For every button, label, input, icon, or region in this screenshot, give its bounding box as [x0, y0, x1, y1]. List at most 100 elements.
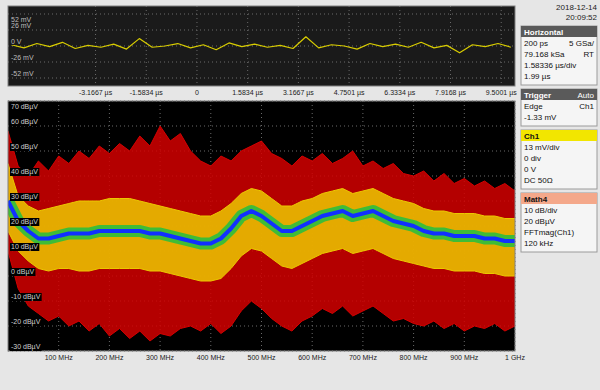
label-patch: [10, 268, 35, 276]
label-patch: [10, 193, 39, 201]
panel-header: [521, 130, 597, 141]
x-tick-label: 500 MHz: [247, 354, 276, 361]
panel-value: 0 V: [524, 165, 537, 174]
panel-value: 0 div: [524, 154, 541, 163]
label-patch: [10, 243, 39, 251]
panel-value: FFTmag(Ch1): [524, 228, 575, 237]
panel-value: 120 kHz: [524, 239, 553, 248]
series-group: [8, 126, 515, 341]
panel-title: Math4: [524, 195, 548, 204]
panel-value: 13 mV/div: [524, 143, 560, 152]
panel-title: Horizontal: [524, 28, 563, 37]
panel-title: Trigger: [524, 91, 551, 100]
grid-line-x: [146, 6, 147, 86]
y-tick-label: 70 dBµV: [11, 103, 38, 111]
grid-line-x: [298, 6, 299, 86]
y-tick-label: 0 dBµV: [11, 268, 34, 276]
envelope-line: [8, 231, 515, 281]
grid-line-y: [8, 78, 515, 79]
y-tick-label: 0 V: [11, 38, 22, 45]
plot-frame: [8, 101, 515, 351]
panel-value: Edge: [524, 102, 543, 111]
panel-title: Ch1: [524, 132, 540, 141]
x-tick-label: 700 MHz: [349, 354, 378, 361]
grid-line-x: [450, 6, 451, 86]
label-patch: [10, 218, 39, 226]
label-patch: [10, 38, 23, 45]
grid-line-x: [399, 6, 400, 86]
mean-glow: [8, 201, 515, 244]
panel-header: [521, 89, 597, 100]
panel-value: 1.99 µs: [524, 72, 550, 81]
grid: [8, 6, 515, 86]
label-patch: [10, 118, 39, 126]
x-tick-label: 7.9168 µs: [435, 89, 466, 97]
panel-value: 1.58336 µs/div: [524, 61, 576, 70]
panel-value: -1.33 mV: [524, 113, 557, 122]
panel-box: [521, 193, 597, 252]
label-patch: [10, 70, 35, 77]
panel-value: 5 GSa/: [569, 39, 595, 48]
panel-box: [521, 130, 597, 189]
envelope-line: [8, 251, 515, 341]
y-tick-label: 26 mV: [11, 22, 32, 29]
x-tick-label: -3.1667 µs: [79, 89, 113, 97]
y-tick-label: 40 dBµV: [11, 168, 38, 176]
label-patch: [10, 143, 39, 151]
x-tick-label: 1.5834 µs: [232, 89, 263, 97]
x-tick-label: 900 MHz: [450, 354, 479, 361]
label-patch: [10, 318, 42, 326]
grid-line-x: [349, 6, 350, 86]
y-tick-label: 20 dBµV: [11, 218, 38, 226]
panel-status: Auto: [578, 91, 595, 100]
x-tick-label: 9.5001 µs: [486, 89, 517, 97]
x-tick-label: 200 MHz: [95, 354, 124, 361]
band: [8, 126, 515, 341]
time: 20:09:52: [566, 13, 598, 22]
label-patch: [10, 168, 39, 176]
y-tick-label: 30 dBµV: [11, 193, 38, 201]
panel-value: 79.168 kSa: [524, 50, 565, 59]
x-tick-label: 400 MHz: [197, 354, 226, 361]
date: 2018-12-14: [556, 3, 597, 12]
label-patch: [10, 103, 39, 111]
panel-value: 20 dBµV: [524, 217, 556, 226]
panel-value: RT: [583, 50, 594, 59]
envelope-line: [8, 126, 515, 191]
x-tick-label: 1 GHz: [505, 354, 525, 361]
x-tick-label: 4.7501 µs: [334, 89, 365, 97]
y-tick-label: 50 dBµV: [11, 143, 38, 151]
y-tick-label: -52 mV: [11, 70, 34, 77]
panel-box: [521, 26, 597, 85]
x-tick-label: 800 MHz: [400, 354, 429, 361]
panel-header: [521, 193, 597, 204]
x-tick-label: 300 MHz: [146, 354, 175, 361]
plot-background: [8, 6, 515, 86]
label-patch: [10, 293, 42, 301]
series-group: [11, 37, 511, 53]
plot-background: [8, 101, 515, 351]
tick-labels: 70 dBµV 60 dBµV 50 dBµV 40 dBµV 30 dBµV 20 dB…: [10, 103, 525, 361]
x-tick-label: -1.5834 µs: [130, 89, 164, 97]
x-tick-label: 0: [195, 89, 199, 96]
band: [8, 164, 515, 282]
x-tick-label: 3.1667 µs: [283, 89, 314, 97]
mean-line: [8, 201, 515, 244]
x-tick-label: 100 MHz: [45, 354, 74, 361]
panel-value: DC 50Ω: [524, 176, 553, 185]
panel-box: [521, 89, 597, 126]
y-tick-label: 60 dBµV: [11, 118, 38, 126]
grid-line-y: [8, 30, 515, 31]
x-tick-label: 600 MHz: [298, 354, 327, 361]
label-patch: [10, 343, 42, 351]
panel-value: 200 ps: [524, 39, 548, 48]
grid-line-y: [8, 14, 515, 15]
x-tick-label: 6.3334 µs: [384, 89, 415, 97]
grid: [8, 101, 515, 351]
plot-frame: [8, 6, 515, 86]
grid-line-y: [8, 62, 515, 63]
tick-labels: 52 mV26 mV0 V-26 mV-52 mV-3.1667 µs-1.58…: [10, 16, 517, 97]
label-patch: [10, 22, 33, 29]
y-tick-label: 10 dBµV: [11, 243, 38, 251]
y-tick-label: -30 dBµV: [11, 343, 41, 351]
